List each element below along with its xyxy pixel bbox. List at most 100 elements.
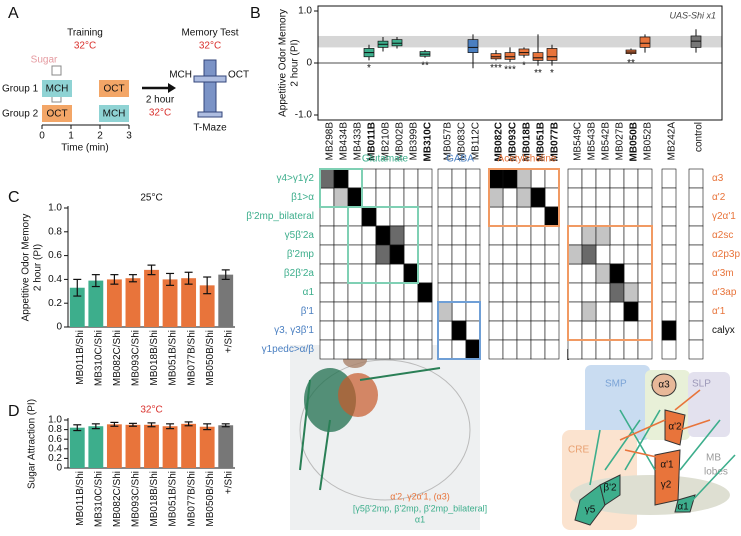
x-tick-label: MB112C xyxy=(471,122,482,160)
bar xyxy=(144,269,159,327)
matrix-cell-frame xyxy=(516,206,532,227)
matrix-cell-frame xyxy=(502,187,518,208)
matrix-cell-frame xyxy=(347,263,363,284)
label: Time (min) xyxy=(61,143,108,154)
matrix-cell-frame xyxy=(516,339,532,360)
matrix-cell-frame xyxy=(688,187,704,208)
brain-outline xyxy=(299,359,471,501)
matrix-cell-frame xyxy=(417,187,433,208)
matrix-cell-frame xyxy=(417,339,433,360)
matrix-cell-frame xyxy=(623,225,639,246)
group-label: Acetylcholine xyxy=(498,154,557,165)
matrix-cell-frame xyxy=(403,320,419,341)
matrix-cell xyxy=(530,187,546,208)
compartment xyxy=(664,409,686,446)
matrix-cell-frame xyxy=(403,339,419,360)
matrix-cell-frame xyxy=(375,187,391,208)
matrix-cell-frame xyxy=(516,244,532,265)
matrix-cell-frame xyxy=(530,168,546,189)
matrix-cell-frame xyxy=(661,206,677,227)
x-tick-label: MB298B xyxy=(325,122,336,161)
significance: ** xyxy=(421,60,429,71)
label: OCT xyxy=(228,70,249,81)
matrix-cell-frame xyxy=(488,282,504,303)
label: MCH xyxy=(103,109,126,120)
t-maze-tube xyxy=(203,59,217,113)
matrix-cell-frame xyxy=(544,225,560,246)
significance: *** xyxy=(504,65,516,76)
compartment-label: α'2 xyxy=(668,422,682,433)
matrix-cell-frame xyxy=(375,301,391,322)
matrix-cell-frame xyxy=(347,206,363,227)
matrix-cell xyxy=(389,244,405,265)
x-tick-label: MB433B xyxy=(353,122,364,161)
matrix-cell-frame xyxy=(581,339,597,360)
x-tick-label: MB018B/Shi xyxy=(149,471,160,527)
x-tick-label: MB051B xyxy=(536,122,547,161)
matrix-cell-frame xyxy=(451,339,467,360)
panel-e: α'2, γ2α'1, (α3) [γ5β'2mp, β'2mp, β'2mp_… xyxy=(290,345,487,530)
matrix-cell-frame xyxy=(347,168,363,189)
x-tick-label: MB011B xyxy=(367,122,378,161)
bar xyxy=(162,426,178,468)
matrix-cell-frame xyxy=(451,206,467,227)
matrix-cell xyxy=(437,301,453,322)
matrix-cell-frame xyxy=(623,339,639,360)
row-label: α1 xyxy=(303,287,315,298)
matrix-cell-frame xyxy=(581,282,597,303)
matrix-cell-frame xyxy=(544,263,560,284)
matrix-cell-frame xyxy=(502,263,518,284)
y-axis-label: Appetitive Odor Memory xyxy=(278,9,289,117)
matrix-cell-frame xyxy=(451,301,467,322)
matrix-cell-frame xyxy=(361,263,377,284)
matrix-cell-frame xyxy=(688,301,704,322)
group-outline xyxy=(488,168,560,227)
matrix-cell-frame xyxy=(319,282,335,303)
significance: *** xyxy=(490,63,502,74)
matrix-cell-frame xyxy=(465,263,481,284)
matrix-cell-frame xyxy=(319,339,335,360)
matrix-cell-frame xyxy=(437,339,453,360)
panel-a: Training 32°C Sugar Group 1 MCH OCT Grou… xyxy=(2,28,249,154)
box xyxy=(690,35,702,48)
caption: α'2, γ2α'1, (α3) xyxy=(390,491,450,501)
matrix-cell xyxy=(333,187,349,208)
label: Group 1 xyxy=(2,84,39,95)
matrix-cell-frame xyxy=(319,206,335,227)
matrix-cell-frame xyxy=(544,282,560,303)
matrix-cell-frame xyxy=(437,225,453,246)
matrix-cell-frame xyxy=(688,244,704,265)
matrix-cell-frame xyxy=(319,187,335,208)
matrix-cell-frame xyxy=(609,320,625,341)
matrix-cell-frame xyxy=(502,244,518,265)
matrix-cell-frame xyxy=(403,244,419,265)
label: Sugar xyxy=(31,55,58,66)
tick-label: 3 xyxy=(126,131,132,142)
matrix-cell-frame xyxy=(465,206,481,227)
matrix-cell xyxy=(581,244,597,265)
compartment-label: α1 xyxy=(677,502,689,513)
t-maze-base xyxy=(197,111,223,118)
matrix-cell-frame xyxy=(688,206,704,227)
matrix-cell-frame xyxy=(661,263,677,284)
matrix-cell-frame xyxy=(609,244,625,265)
matrix-cell-frame xyxy=(609,301,625,322)
row-label: γ2α'1 xyxy=(712,211,736,222)
significance: * xyxy=(367,63,371,74)
matrix-cell-frame xyxy=(389,206,405,227)
matrix-cell-frame xyxy=(530,263,546,284)
row-label: β2β'2a xyxy=(284,268,315,279)
matrix-cell-frame xyxy=(319,301,335,322)
matrix-cell-frame xyxy=(347,301,363,322)
x-tick-label: MB093C xyxy=(508,122,519,161)
matrix-cell-frame xyxy=(567,339,583,360)
region xyxy=(585,365,650,440)
matrix-cell-frame xyxy=(637,187,653,208)
x-tick-label: MB011B/Shi xyxy=(75,471,86,526)
row-label: α2sc xyxy=(712,230,733,241)
compartment-label: α3 xyxy=(658,380,670,391)
matrix-cell xyxy=(609,263,625,284)
label: Training xyxy=(67,28,103,39)
matrix-cell-frame xyxy=(567,263,583,284)
group-label: Glutamate xyxy=(362,154,409,165)
